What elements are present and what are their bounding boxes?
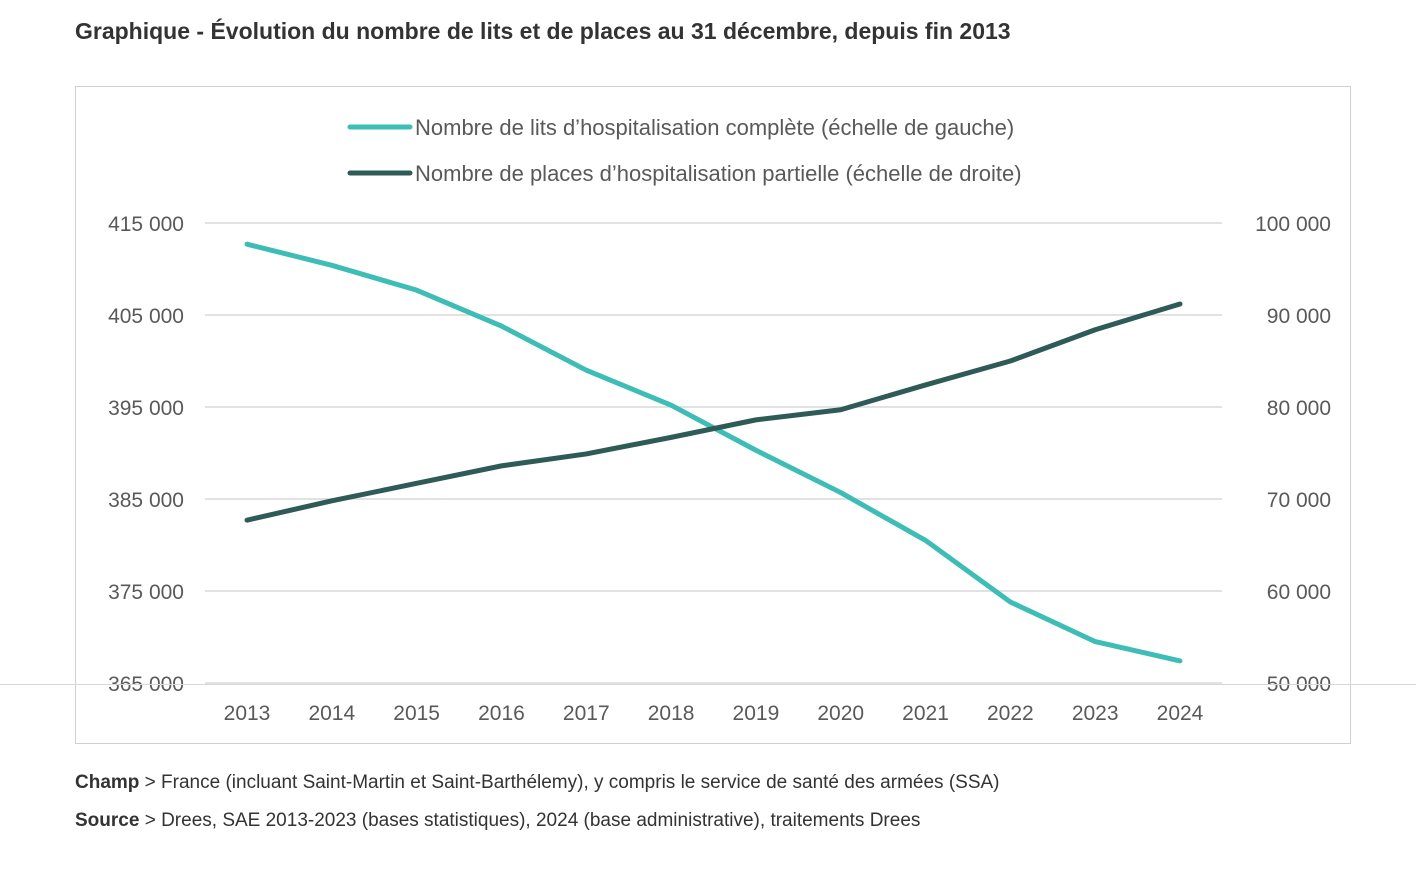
y-right-tick-label: 100 000 xyxy=(1255,213,1331,236)
x-tick-label: 2024 xyxy=(1157,702,1204,725)
y-left-tick-label: 395 000 xyxy=(108,397,184,420)
x-tick-label: 2019 xyxy=(733,702,780,725)
y-left-tick-label: 385 000 xyxy=(108,489,184,512)
y-right-tick-label: 60 000 xyxy=(1267,581,1331,604)
y-right-tick-label: 80 000 xyxy=(1267,397,1331,420)
legend-label: Nombre de lits d’hospitalisation complèt… xyxy=(415,115,1014,140)
note-text: > Drees, SAE 2013-2023 (bases statistiqu… xyxy=(139,810,921,831)
y-left-tick-label: 415 000 xyxy=(108,213,184,236)
x-tick-label: 2018 xyxy=(648,702,695,725)
y-left-tick-label: 405 000 xyxy=(108,305,184,328)
x-tick-label: 2021 xyxy=(902,702,949,725)
note-champ: Champ > France (incluant Saint-Martin et… xyxy=(75,772,1000,794)
series-line-1 xyxy=(244,241,1183,664)
chart-title: Graphique - Évolution du nombre de lits … xyxy=(75,18,1011,44)
x-tick-label: 2023 xyxy=(1072,702,1119,725)
y-left-tick-label: 375 000 xyxy=(108,581,184,604)
divider xyxy=(0,684,1416,685)
y-right-tick-label: 70 000 xyxy=(1267,489,1331,512)
x-tick-label: 2020 xyxy=(817,702,864,725)
x-tick-label: 2014 xyxy=(308,702,355,725)
note-label: Champ xyxy=(75,772,140,793)
x-tick-label: 2022 xyxy=(987,702,1034,725)
x-tick-label: 2016 xyxy=(478,702,525,725)
note-label: Source xyxy=(75,810,140,831)
note-source: Source > Drees, SAE 2013-2023 (bases sta… xyxy=(75,810,920,832)
y-right-tick-label: 90 000 xyxy=(1267,305,1331,328)
chart-frame xyxy=(75,86,1351,744)
x-tick-label: 2015 xyxy=(393,702,440,725)
series-line-2 xyxy=(244,301,1183,523)
x-tick-label: 2017 xyxy=(563,702,610,725)
legend-label: Nombre de places d’hospitalisation parti… xyxy=(415,161,1022,186)
x-tick-label: 2013 xyxy=(224,702,271,725)
note-text: > France (incluant Saint-Martin et Saint… xyxy=(139,772,1000,793)
